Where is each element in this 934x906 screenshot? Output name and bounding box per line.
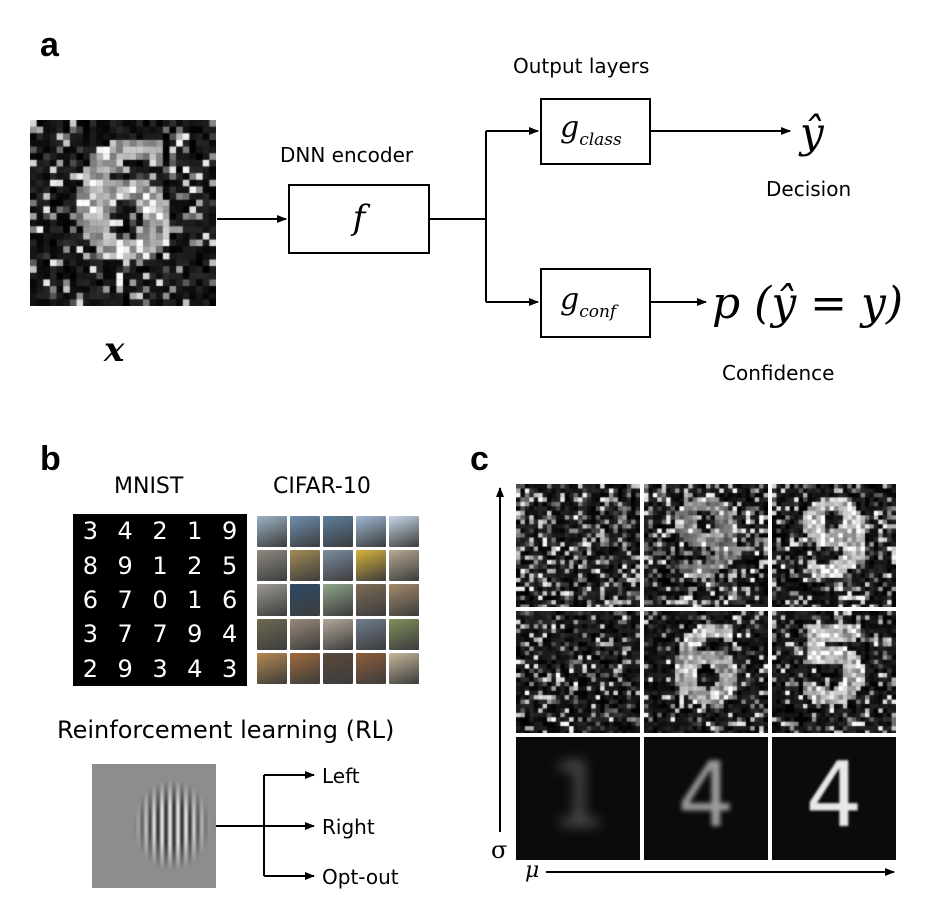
encoder-box: f — [288, 184, 430, 254]
panel-a-letter: a — [40, 26, 59, 64]
mnist-digit: 9 — [117, 551, 133, 580]
mnist-digit: 1 — [187, 517, 203, 546]
mnist-digit: 6 — [82, 585, 99, 614]
mnist-digit: 7 — [152, 620, 168, 649]
mnist-digit: 4 — [117, 517, 133, 546]
output-layers-title: Output layers — [513, 54, 650, 78]
cifar-sample-grid — [257, 516, 419, 684]
cifar-thumbnail — [323, 618, 353, 650]
mnist-digit: 7 — [117, 620, 133, 649]
cifar-thumbnail — [356, 516, 386, 548]
mnist-digit: 1 — [152, 551, 168, 580]
cifar-thumbnail — [356, 584, 386, 616]
cifar-thumbnail — [257, 584, 287, 616]
cifar-thumbnail — [290, 584, 320, 616]
cifar-thumbnail — [257, 652, 287, 684]
mnist-digit: 7 — [117, 585, 133, 614]
cifar-thumbnail — [389, 652, 419, 684]
mnist-digit: 3 — [221, 654, 238, 683]
low-noise-sample-cell: 4 — [772, 737, 896, 860]
mnist-digit: 6 — [221, 585, 238, 614]
encoder-symbol: f — [352, 198, 366, 238]
sample-digit: 4 — [805, 743, 863, 849]
mnist-digit: 1 — [187, 585, 203, 614]
low-noise-sample-cell: 1 — [516, 737, 640, 860]
sample-digit: 1 — [549, 743, 607, 849]
mnist-digit: 4 — [187, 654, 203, 683]
mnist-digit: 0 — [152, 585, 168, 614]
panel-b-letter: b — [40, 440, 61, 478]
decision-symbol: ŷ — [800, 108, 824, 157]
gabor-stimulus-image — [92, 764, 216, 888]
panel-c-letter: c — [470, 440, 489, 478]
conf-head-label: gconf — [560, 282, 616, 322]
cifar-thumbnail — [257, 550, 287, 582]
mnist-digit: 3 — [82, 620, 99, 649]
mnist-digit: 8 — [82, 551, 99, 580]
sigma-axis-label: σ — [491, 836, 508, 864]
confidence-label: Confidence — [722, 361, 835, 385]
noisy-sample-cell — [772, 610, 896, 734]
mnist-digit: 3 — [82, 517, 99, 546]
input-label-x: x — [104, 330, 125, 370]
noisy-sample-cell — [516, 610, 640, 734]
cifar-thumbnail — [257, 618, 287, 650]
cifar-thumbnail — [389, 584, 419, 616]
mnist-digit: 9 — [187, 620, 203, 649]
mnist-digit: 4 — [221, 620, 238, 649]
rl-action-opt-out: Opt-out — [322, 865, 399, 889]
noisy-digit-image — [30, 120, 216, 306]
sample-digit: 4 — [677, 743, 735, 849]
noisy-sample-cell — [516, 484, 640, 607]
cifar-thumbnail — [323, 550, 353, 582]
cifar-thumbnail — [290, 618, 320, 650]
confidence-symbol: p (ŷ = y) — [712, 278, 904, 329]
rl-action-left: Left — [322, 764, 360, 788]
mnist-digit: 9 — [221, 517, 238, 546]
cifar-thumbnail — [389, 550, 419, 582]
noisy-sample-cell — [772, 484, 896, 607]
noisy-sample-cell — [644, 610, 768, 734]
class-head-symbol: g — [560, 110, 580, 145]
mnist-title: MNIST — [114, 474, 184, 499]
class-head-subscript: class — [579, 130, 622, 150]
cifar-thumbnail — [290, 516, 320, 548]
cifar-thumbnail — [389, 618, 419, 650]
cifar-thumbnail — [356, 652, 386, 684]
cifar-thumbnail — [389, 516, 419, 548]
conf-head-subscript: conf — [579, 302, 617, 322]
decision-label: Decision — [766, 177, 852, 201]
low-noise-sample-cell: 4 — [644, 737, 768, 860]
encoder-title: DNN encoder — [280, 143, 414, 167]
class-head-label: gclass — [560, 110, 622, 150]
mnist-digit: 2 — [152, 517, 168, 546]
class-head-box: gclass — [540, 98, 651, 165]
conf-head-box: gconf — [540, 268, 651, 338]
conf-head-symbol: g — [560, 282, 580, 317]
rl-action-right: Right — [322, 815, 375, 839]
mu-axis-label: μ — [525, 858, 540, 883]
rl-title: Reinforcement learning (RL) — [57, 716, 395, 744]
cifar-thumbnail — [290, 652, 320, 684]
cifar-thumbnail — [356, 618, 386, 650]
cifar-thumbnail — [323, 652, 353, 684]
noisy-sample-cell — [644, 484, 768, 607]
cifar-title: CIFAR-10 — [273, 474, 371, 499]
cifar-thumbnail — [323, 516, 353, 548]
mnist-digit: 2 — [187, 551, 203, 580]
mnist-digit: 2 — [82, 654, 99, 683]
cifar-thumbnail — [290, 550, 320, 582]
cifar-thumbnail — [257, 516, 287, 548]
mnist-digit: 9 — [117, 654, 133, 683]
mnist-digit: 5 — [221, 551, 238, 580]
mnist-digit: 3 — [152, 654, 168, 683]
cifar-thumbnail — [323, 584, 353, 616]
cifar-thumbnail — [356, 550, 386, 582]
